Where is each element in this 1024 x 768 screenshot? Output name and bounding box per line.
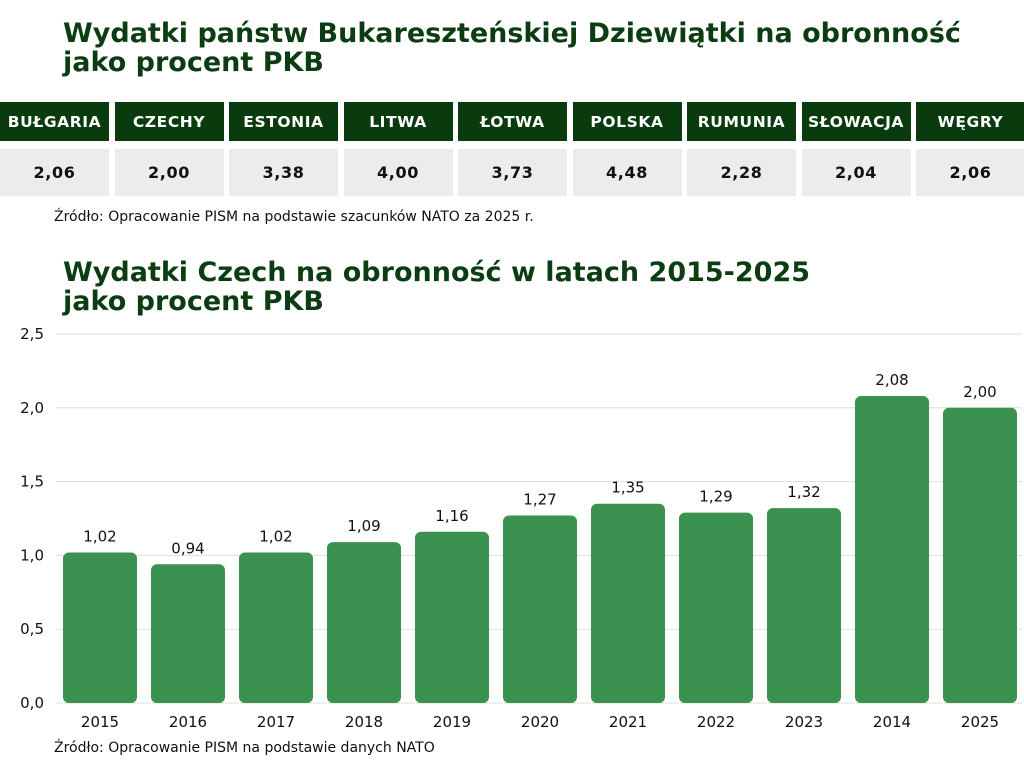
country-column-bulgaria: BUŁGARIA 2,06 (0, 102, 109, 196)
country-value: 2,06 (916, 149, 1024, 196)
country-value: 2,28 (687, 149, 796, 196)
country-name: ESTONIA (229, 102, 338, 141)
y-tick-label: 0,0 (20, 694, 44, 712)
x-tick-label: 2025 (961, 713, 999, 731)
country-name: SŁOWACJA (801, 102, 911, 141)
y-tick-label: 1,0 (20, 546, 44, 564)
country-name: LITWA (343, 102, 453, 141)
bar-value-label: 1,09 (347, 517, 380, 535)
x-tick-label: 2021 (609, 713, 647, 731)
country-name: RUMUNIA (687, 102, 796, 141)
bar-value-label: 1,02 (83, 527, 116, 545)
country-name: CZECHY (114, 102, 224, 141)
country-value: 4,48 (572, 149, 682, 196)
country-column-estonia: ESTONIA 3,38 (229, 102, 338, 196)
bar (415, 531, 489, 703)
x-tick-label: 2016 (169, 713, 207, 731)
country-value: 4,00 (343, 149, 453, 196)
bar-value-label: 2,08 (875, 371, 908, 389)
x-tick-label: 2019 (433, 713, 471, 731)
bar (855, 395, 929, 703)
bar-value-label: 1,16 (435, 507, 468, 525)
x-tick-label: 2017 (257, 713, 295, 731)
y-tick-label: 2,0 (20, 399, 44, 417)
country-value: 2,06 (0, 149, 109, 196)
bar-value-label: 1,32 (787, 483, 820, 501)
table-source-note: Źródło: Opracowanie PISM na podstawie sz… (54, 209, 534, 225)
country-name: POLSKA (572, 102, 682, 141)
bar-value-label: 2,00 (963, 383, 996, 401)
x-tick-label: 2015 (81, 713, 119, 731)
table-title-line2: jako procent PKB (63, 47, 324, 78)
bar (503, 515, 577, 703)
bar-value-label: 1,29 (699, 488, 732, 506)
country-column-rumunia: RUMUNIA 2,28 (687, 102, 796, 196)
x-tick-label: 2018 (345, 713, 383, 731)
country-column-litwa: LITWA 4,00 (343, 102, 453, 196)
country-spending-table: BUŁGARIA 2,06 CZECHY 2,00 ESTONIA 3,38 L… (0, 102, 1024, 196)
country-column-czechy: CZECHY 2,00 (114, 102, 224, 196)
bar (151, 564, 225, 703)
y-tick-label: 2,5 (20, 325, 44, 343)
bar-value-label: 0,94 (171, 539, 204, 557)
chart-title-line1: Wydatki Czech na obronność w latach 2015… (63, 257, 811, 288)
bar (591, 503, 665, 703)
bar (327, 542, 401, 703)
x-tick-label: 2020 (521, 713, 559, 731)
table-title-line1: Wydatki państw Bukaresztеńskiej Dziewiąt… (63, 18, 961, 49)
chart-title-line2: jako procent PKB (63, 286, 324, 317)
country-name: ŁOTWA (458, 102, 567, 141)
x-tick-label: 2014 (873, 713, 911, 731)
bar (767, 508, 841, 703)
chart-source-note: Źródło: Opracowanie PISM na podstawie da… (54, 740, 435, 756)
bar-value-label: 1,02 (259, 527, 292, 545)
bar (63, 552, 137, 703)
country-column-polska: POLSKA 4,48 (572, 102, 682, 196)
country-value: 2,00 (114, 149, 224, 196)
x-tick-label: 2022 (697, 713, 735, 731)
y-tick-label: 1,5 (20, 473, 44, 491)
x-tick-label: 2023 (785, 713, 823, 731)
country-name: WĘGRY (916, 102, 1024, 141)
country-column-lotwa: ŁOTWA 3,73 (458, 102, 567, 196)
country-value: 2,04 (801, 149, 911, 196)
country-column-slowacja: SŁOWACJA 2,04 (801, 102, 911, 196)
bar (943, 407, 1017, 703)
country-value: 3,73 (458, 149, 567, 196)
country-value: 3,38 (229, 149, 338, 196)
chart-title: Wydatki Czech na obronność w latach 2015… (63, 258, 810, 316)
bar (239, 552, 313, 703)
country-name: BUŁGARIA (0, 102, 109, 141)
bar-value-label: 1,35 (611, 479, 644, 497)
bar-chart: 0,0 0,5 1,0 1,5 2,0 2,5 1,02 2015 0,94 2016 1,02 20… (20, 325, 1022, 731)
bar-value-label: 1,27 (523, 491, 556, 509)
y-tick-label: 0,5 (20, 620, 44, 638)
country-column-wegry: WĘGRY 2,06 (916, 102, 1024, 196)
bar (679, 512, 753, 703)
table-title: Wydatki państw Bukaresztеńskiej Dziewiąt… (63, 19, 961, 77)
